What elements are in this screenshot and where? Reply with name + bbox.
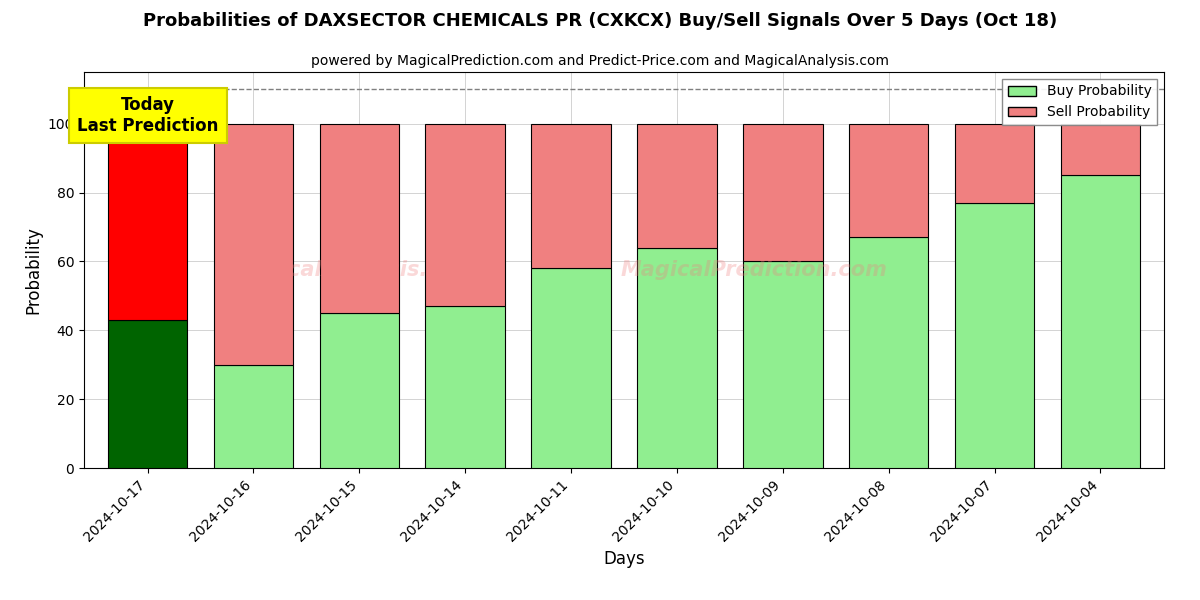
Text: powered by MagicalPrediction.com and Predict-Price.com and MagicalAnalysis.com: powered by MagicalPrediction.com and Pre… (311, 54, 889, 68)
Bar (1061, 124, 1140, 175)
X-axis label: Days: Days (604, 550, 644, 568)
Bar (955, 124, 1034, 203)
Bar (637, 124, 716, 248)
Bar (214, 124, 293, 365)
Text: MagicalPrediction.com: MagicalPrediction.com (620, 260, 887, 280)
Bar (108, 320, 187, 468)
Bar (426, 124, 505, 306)
Bar (532, 124, 611, 268)
Bar (850, 237, 929, 468)
Bar (850, 124, 929, 237)
Bar (108, 124, 187, 320)
Bar (955, 203, 1034, 468)
Bar (319, 124, 400, 313)
Bar (532, 268, 611, 468)
Text: Probabilities of DAXSECTOR CHEMICALS PR (CXKCX) Buy/Sell Signals Over 5 Days (Oc: Probabilities of DAXSECTOR CHEMICALS PR … (143, 12, 1057, 30)
Bar (637, 248, 716, 468)
Bar (214, 365, 293, 468)
Bar (426, 306, 505, 468)
Legend: Buy Probability, Sell Probability: Buy Probability, Sell Probability (1002, 79, 1157, 125)
Bar (1061, 175, 1140, 468)
Bar (319, 313, 400, 468)
Y-axis label: Probability: Probability (24, 226, 42, 314)
Bar (743, 262, 822, 468)
Text: Today
Last Prediction: Today Last Prediction (77, 96, 218, 135)
Bar (743, 124, 822, 262)
Text: MagicalAnalysis.com: MagicalAnalysis.com (232, 260, 476, 280)
